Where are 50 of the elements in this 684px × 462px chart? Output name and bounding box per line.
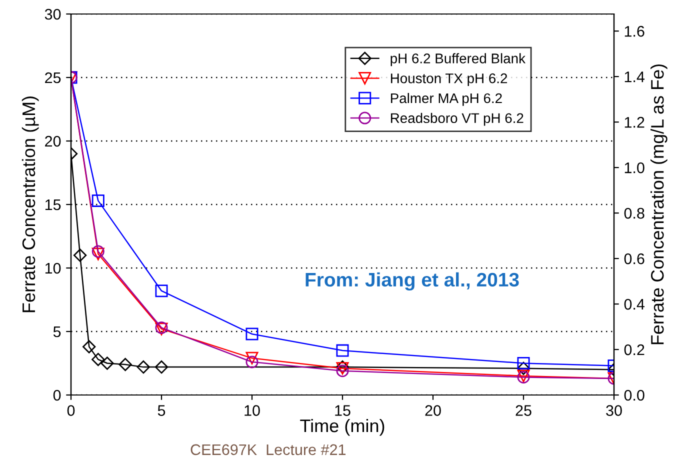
x-tick-label: 20 [425, 405, 441, 416]
point [246, 352, 258, 364]
y-tick-label: 25 [45, 72, 61, 84]
y-axis-title: Ferrate Concentration (µM) [22, 96, 39, 312]
point [336, 364, 349, 378]
point [246, 328, 258, 340]
y-tick-label: 0 [53, 390, 61, 401]
point [82, 340, 96, 354]
point [136, 360, 150, 374]
y2-tick-label: 1.4 [624, 72, 645, 82]
point [73, 248, 87, 262]
legend-label: Palmer MA pH 6.2 [390, 92, 502, 106]
point [100, 356, 114, 370]
y-tick-label: 20 [45, 136, 61, 147]
y2-tick-label: 0.2 [624, 344, 644, 356]
point [517, 357, 530, 370]
y2-tick-label: 1.2 [624, 116, 644, 128]
y-tick-label: 30 [44, 8, 61, 20]
x-tick-label: 0 [67, 405, 75, 416]
x-tick-label: 30 [606, 405, 622, 416]
point [155, 284, 168, 298]
point [336, 344, 349, 357]
annotation: From: Jiang et al., 2013 [306, 272, 519, 291]
point [154, 360, 168, 374]
y2-tick-label: 1.0 [624, 162, 644, 174]
y2-tick-label: 0.0 [624, 390, 644, 401]
legend-label: Houston TX pH 6.2 [390, 73, 508, 86]
y2-tick-label: 1.6 [624, 26, 644, 37]
legend-label: pH 6.2 Buffered Blank [390, 53, 526, 66]
x-tick-label: 10 [244, 405, 260, 416]
text: CEE697K Lecture #21 [190, 444, 346, 456]
point [118, 358, 132, 372]
x-tick-label: 15 [335, 405, 350, 416]
point [246, 356, 258, 368]
point [92, 248, 104, 260]
x-axis-title: Time (min) [300, 418, 384, 436]
x-tick-label: 25 [516, 405, 532, 416]
y2-tick-label: 0.4 [624, 298, 645, 310]
y-tick-label: 15 [45, 200, 61, 210]
y2-tick-label: 0.6 [624, 253, 644, 264]
y2-tick-label: 0.8 [624, 208, 644, 219]
point [92, 245, 104, 258]
legend-label: Readsboro VT pH 6.2 [390, 112, 524, 126]
point [516, 362, 530, 375]
y-tick-label: 10 [45, 262, 61, 274]
y-tick-label: 5 [53, 326, 61, 338]
x-tick-label: 5 [158, 405, 166, 416]
y2-axis-title: Ferrate Concentration (mg/L as Fe) [650, 64, 668, 344]
point [92, 352, 105, 366]
point [92, 194, 104, 207]
